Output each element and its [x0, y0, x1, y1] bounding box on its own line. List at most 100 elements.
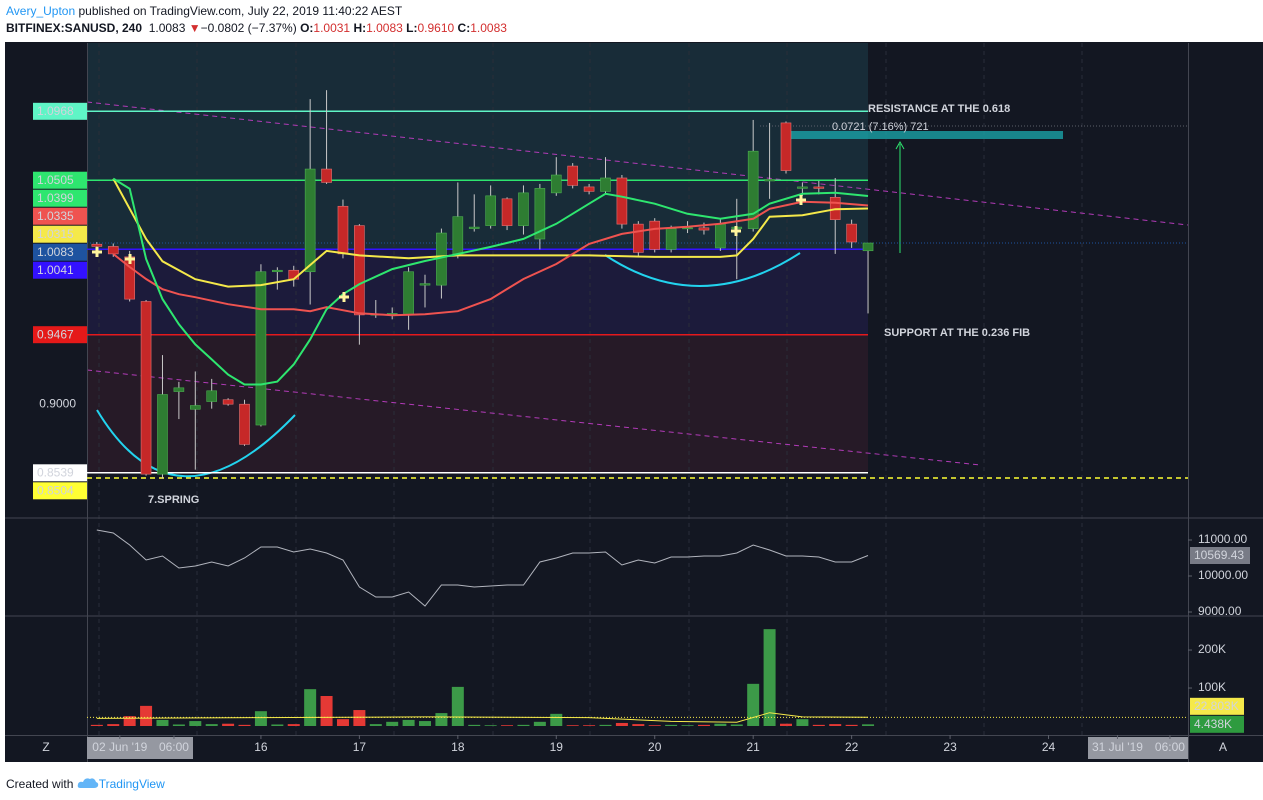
- ohlc-value: 1.0083: [366, 21, 403, 35]
- volume-bar: [747, 683, 760, 726]
- price-label-bg: [33, 189, 87, 207]
- x-tick-label: 18: [451, 740, 465, 754]
- moving-average: [112, 177, 869, 386]
- indicator-value-label: 10569.43: [1194, 548, 1244, 562]
- volume-bar: [517, 724, 530, 726]
- volume-bar: [386, 721, 399, 726]
- volume-bar: [222, 723, 235, 726]
- volume-bar: [435, 713, 448, 726]
- volume-bar: [763, 629, 776, 726]
- volume-bar: [353, 710, 366, 726]
- candle-body: [189, 405, 201, 410]
- y-tick-label: 200K: [1198, 642, 1226, 656]
- volume-bar: [648, 725, 661, 726]
- candle-body: [140, 301, 152, 475]
- indicator-line: [96, 529, 869, 607]
- candle-body: [91, 243, 103, 247]
- volume-bar: [615, 722, 628, 726]
- candle-body: [616, 177, 628, 225]
- candle-body: [354, 225, 365, 316]
- candle-body: [747, 150, 759, 229]
- x-tick-label: 24: [1042, 740, 1056, 754]
- volume-bar: [681, 725, 694, 726]
- signal-marker: [92, 247, 102, 257]
- date-highlight: [1088, 737, 1188, 759]
- volume-bar: [336, 719, 349, 726]
- date-highlight: [87, 737, 193, 759]
- indicator-value-label-bg: [1190, 546, 1250, 564]
- candle-body: [698, 227, 710, 231]
- volume-bar: [238, 724, 251, 726]
- candle-body: [304, 168, 316, 273]
- moving-average: [112, 178, 869, 288]
- volume-bar: [271, 724, 284, 726]
- candle-body: [813, 186, 825, 189]
- volume-bar: [140, 705, 153, 726]
- moving-average: [112, 200, 869, 317]
- logo-cloud: [77, 778, 98, 788]
- x-tick-label: 23: [943, 740, 957, 754]
- candle-body: [550, 174, 562, 194]
- price-label-bg: [33, 207, 87, 225]
- volume-bar: [533, 721, 546, 726]
- price-label: 1.0041: [37, 263, 74, 277]
- price-label: 1.0083: [37, 245, 74, 259]
- price-label: 0.8539: [37, 465, 74, 479]
- candle-body: [255, 271, 267, 426]
- volume-bar: [205, 724, 218, 726]
- measure-arrowhead: [895, 140, 905, 150]
- drawings: [86, 101, 1189, 478]
- price-label-bg: [33, 464, 87, 482]
- volume-bar: [254, 711, 267, 726]
- brand[interactable]: TradingView: [98, 777, 165, 791]
- candle-body: [501, 198, 513, 226]
- symbol-line: BITFINEX:SANUSD, 240 1.0083 ▼−0.0802 (−7…: [6, 21, 507, 35]
- candle-body: [222, 399, 234, 405]
- candle-body: [206, 390, 218, 402]
- candle-body: [337, 205, 349, 255]
- price-label: 1.0399: [37, 191, 74, 205]
- ohlc-value: 1.0083: [470, 21, 507, 35]
- volume-bar: [484, 725, 497, 726]
- volume-bar: [665, 724, 678, 726]
- price-label-bg: [33, 482, 87, 500]
- volume-bar: [583, 725, 596, 726]
- volume-bar: [501, 725, 514, 726]
- candle-body: [173, 387, 185, 392]
- volume-bar: [862, 724, 875, 726]
- y-tick-label: 10000.00: [1198, 568, 1248, 582]
- price-label-bg: [33, 326, 87, 344]
- trend-line: [86, 101, 1189, 226]
- volume-bar: [419, 721, 432, 726]
- candle-body: [518, 192, 529, 226]
- volume-bar: [90, 724, 103, 726]
- candle-body: [107, 246, 119, 255]
- brand-logo: [77, 778, 98, 788]
- x-tick-label: 06:00: [1155, 740, 1185, 754]
- scale-button[interactable]: Z: [42, 740, 49, 754]
- candle-body: [649, 220, 661, 250]
- volume-bar: [172, 724, 185, 726]
- annotation: SUPPORT AT THE 0.236 FIB: [884, 327, 1030, 339]
- author[interactable]: Avery_Upton: [6, 4, 76, 18]
- candle-body: [403, 271, 414, 316]
- y-tick-label: 0.9000: [39, 396, 76, 410]
- volume-bar: [714, 723, 727, 726]
- volume-bar: [845, 724, 858, 726]
- annotation: 7.SPRING: [148, 494, 199, 506]
- signal-marker: [339, 292, 349, 302]
- volume-bar: [697, 724, 710, 726]
- candle-body: [272, 269, 283, 273]
- volume-ma: [96, 712, 869, 723]
- signal-marker: [125, 254, 135, 264]
- candle-body: [157, 394, 168, 475]
- price-label-bg: [33, 243, 87, 261]
- price-label-bg: [33, 261, 87, 279]
- price-label: 1.0335: [37, 209, 74, 223]
- volume-bar: [107, 724, 120, 726]
- volume-bar: [123, 716, 136, 726]
- scale-button[interactable]: A: [1219, 740, 1227, 754]
- zones: [87, 43, 868, 472]
- volume-value-label-bg: [1190, 715, 1244, 733]
- price-label: 0.8504: [37, 483, 74, 497]
